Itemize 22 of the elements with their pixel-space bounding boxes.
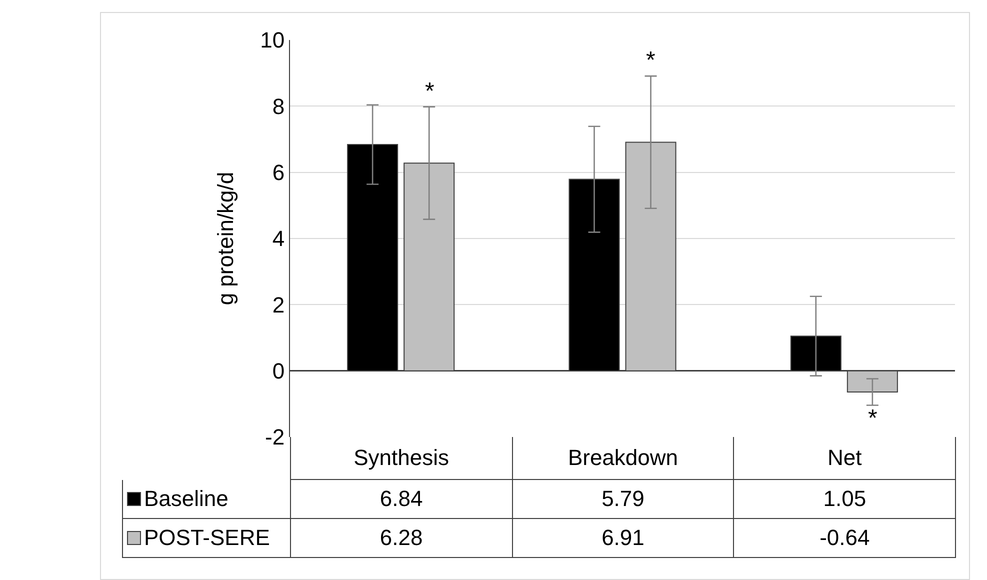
data-label: -0.64	[733, 519, 956, 558]
annotation: *	[868, 405, 878, 432]
annotation: *	[425, 78, 434, 105]
y-tick-label: 6	[272, 160, 285, 186]
annotation: *	[646, 47, 656, 74]
legend-label: POST-SERE	[144, 525, 270, 551]
data-label: 6.91	[512, 519, 734, 558]
data-label: 5.79	[512, 480, 734, 519]
y-tick-label: 10	[260, 28, 285, 53]
x-tick-label: Breakdown	[512, 437, 734, 480]
y-axis-title: g protein/kg/d	[212, 172, 238, 306]
y-tick-label: 8	[272, 94, 285, 119]
y-tick-label: 4	[272, 226, 285, 252]
y-tick-label: 2	[272, 292, 285, 318]
y-tick-label: 0	[272, 358, 285, 384]
x-tick-label: Net	[733, 437, 956, 480]
y-tick-label: -2	[265, 424, 285, 450]
data-label: 1.05	[733, 480, 956, 519]
data-label: 6.84	[290, 480, 512, 519]
data-label: 6.28	[290, 519, 512, 558]
x-tick-label: Synthesis	[290, 437, 512, 480]
legend-label: Baseline	[144, 486, 228, 512]
